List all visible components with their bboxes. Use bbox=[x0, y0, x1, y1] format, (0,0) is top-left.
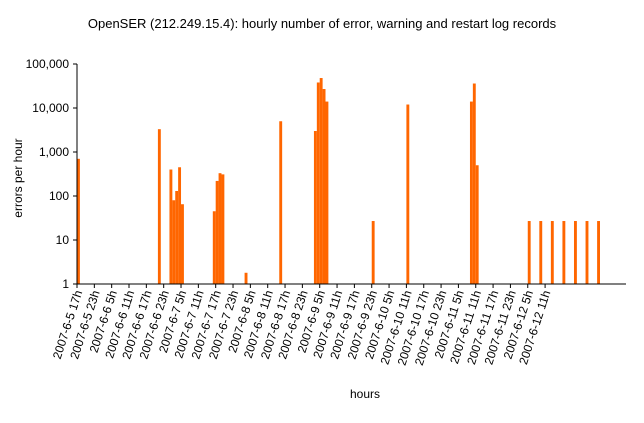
y-tick-label: 100,000 bbox=[26, 57, 70, 71]
bar bbox=[406, 104, 410, 285]
bar bbox=[215, 180, 219, 284]
bar bbox=[597, 221, 600, 284]
y-tick-label: 10 bbox=[56, 233, 70, 247]
bar bbox=[322, 89, 326, 285]
bar bbox=[562, 221, 566, 284]
bar bbox=[371, 221, 375, 284]
bar bbox=[319, 78, 323, 284]
bar bbox=[573, 221, 577, 284]
y-tick-label: 1 bbox=[62, 277, 69, 291]
y-tick-label: 100 bbox=[49, 189, 69, 203]
x-axis-label: hours bbox=[350, 387, 381, 401]
chart-title: OpenSER (212.249.15.4): hourly number of… bbox=[87, 16, 557, 31]
bar bbox=[469, 101, 473, 284]
bar bbox=[169, 169, 173, 284]
y-tick-labels: 1 10 100 1,000 10,000 100,000 bbox=[26, 57, 70, 291]
bar bbox=[313, 131, 317, 284]
bars bbox=[77, 78, 600, 285]
bar bbox=[585, 221, 589, 284]
bar bbox=[181, 204, 184, 284]
bar bbox=[178, 167, 182, 284]
bar bbox=[316, 82, 320, 285]
bar bbox=[172, 200, 176, 284]
bar bbox=[472, 83, 476, 285]
y-tick-label: 1,000 bbox=[39, 145, 69, 159]
bar bbox=[244, 272, 248, 284]
bar bbox=[221, 174, 225, 284]
bar bbox=[550, 221, 554, 284]
bar bbox=[157, 129, 161, 284]
bar bbox=[218, 173, 222, 284]
bar bbox=[325, 101, 329, 284]
bar bbox=[475, 165, 479, 284]
axes bbox=[73, 63, 626, 288]
bar bbox=[212, 211, 216, 284]
bar bbox=[77, 158, 80, 284]
bar bbox=[527, 221, 531, 284]
bar bbox=[175, 190, 179, 284]
bar bbox=[539, 221, 543, 284]
bar bbox=[279, 121, 283, 284]
y-tick-label: 10,000 bbox=[32, 101, 69, 115]
